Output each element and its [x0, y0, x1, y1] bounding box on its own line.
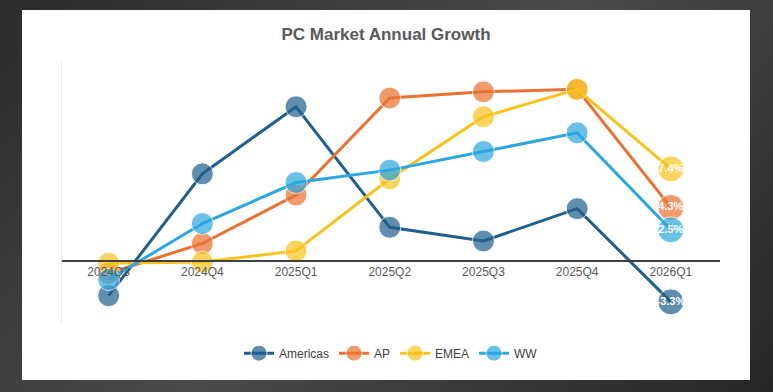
svg-text:2025Q3: 2025Q3 [462, 265, 505, 279]
svg-text:7.4%: 7.4% [658, 162, 683, 174]
svg-text:4.3%: 4.3% [658, 200, 683, 212]
svg-text:2.5%: 2.5% [658, 223, 683, 235]
svg-text:AP: AP [374, 347, 390, 361]
svg-text:2025Q4: 2025Q4 [556, 265, 599, 279]
svg-text:2024Q4: 2024Q4 [181, 265, 224, 279]
svg-text:2026Q1: 2026Q1 [649, 265, 692, 279]
svg-text:2024Q3: 2024Q3 [87, 265, 130, 279]
svg-text:WW: WW [514, 347, 537, 361]
svg-text:EMEA: EMEA [435, 347, 469, 361]
svg-text:PC Market Annual Growth: PC Market Annual Growth [281, 25, 490, 44]
svg-text:2025Q1: 2025Q1 [275, 265, 318, 279]
svg-text:2025Q2: 2025Q2 [368, 265, 411, 279]
svg-text:Americas: Americas [279, 347, 329, 361]
svg-text:-3.3%: -3.3% [656, 295, 685, 307]
